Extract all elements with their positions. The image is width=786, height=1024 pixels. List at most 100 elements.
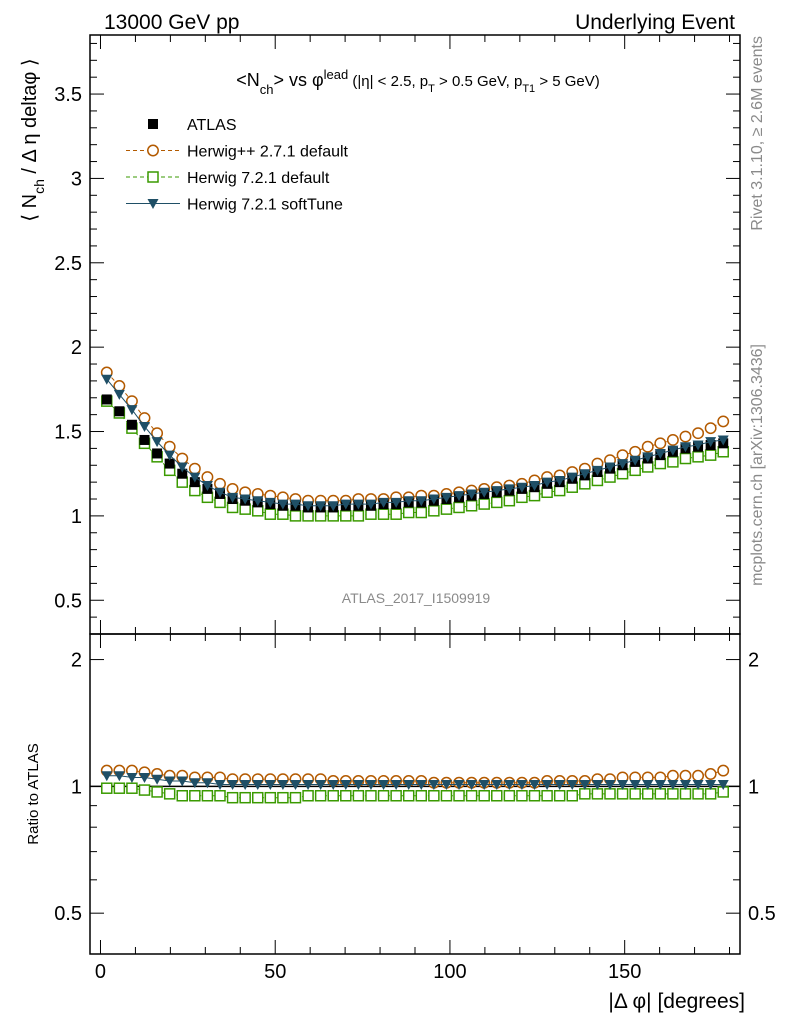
data-point	[147, 199, 159, 209]
data-point	[453, 501, 465, 514]
data-point	[579, 469, 591, 480]
data-point	[641, 788, 654, 800]
data-point	[101, 394, 112, 405]
x-tick-label: 0	[95, 961, 106, 983]
ratio-series-layer	[100, 764, 730, 804]
data-point	[679, 769, 692, 782]
legend-entry: Herwig 7.2.1 softTune	[126, 197, 343, 214]
chart-title: <Nch> vs φlead (|η| < 2.5, pT > 0.5 GeV,…	[236, 67, 600, 97]
data-point	[529, 481, 541, 492]
y-tick-label: 0.5	[54, 903, 82, 925]
data-point	[340, 510, 352, 522]
data-point	[302, 501, 314, 512]
y-tick-label-right: 0.5	[748, 903, 776, 925]
data-point	[415, 780, 427, 791]
data-point	[503, 790, 516, 802]
data-point	[591, 465, 603, 476]
ratio-y-tick-labels: 0.5 0.5 1 1 2 2	[54, 650, 776, 926]
data-point	[453, 790, 465, 802]
data-point	[151, 774, 163, 785]
data-point	[466, 780, 478, 791]
data-point	[440, 503, 453, 515]
data-point	[616, 449, 629, 462]
data-point	[214, 790, 226, 802]
data-point	[642, 780, 654, 791]
data-point	[252, 780, 264, 791]
data-point	[365, 790, 377, 802]
y-tick-label-right: 2	[748, 650, 759, 672]
data-point	[616, 788, 629, 800]
x-tick-labels: 0 50 100 150	[95, 961, 641, 983]
data-point	[302, 780, 314, 791]
data-point	[101, 374, 113, 385]
data-point	[126, 405, 138, 416]
data-point	[491, 486, 503, 497]
data-point	[289, 510, 302, 522]
data-point	[579, 788, 591, 800]
ratio-y-axis-label: Ratio to ATLAS	[25, 743, 42, 844]
legend-label: Herwig++ 2.7.1 default	[187, 144, 349, 161]
data-point	[352, 780, 364, 791]
data-point	[147, 171, 159, 183]
data-point	[692, 788, 704, 800]
watermark: ATLAS_2017_I1509919	[342, 590, 491, 606]
data-point	[465, 790, 478, 802]
data-point	[654, 780, 666, 791]
data-point	[147, 144, 159, 157]
data-point	[604, 788, 616, 800]
data-point	[101, 782, 113, 794]
data-point	[378, 497, 390, 508]
data-point	[617, 780, 629, 791]
data-point	[641, 440, 654, 453]
data-point	[114, 406, 125, 417]
data-point	[629, 455, 641, 466]
data-point	[126, 772, 138, 783]
data-point	[516, 482, 528, 493]
data-point	[553, 790, 566, 802]
data-point	[163, 788, 176, 800]
data-point	[138, 784, 151, 796]
y-tick-label: 1	[71, 776, 82, 798]
x-axis-label: |Δ φ| [degrees]	[608, 990, 745, 1013]
data-point	[226, 791, 239, 804]
data-point	[214, 477, 226, 490]
data-point	[327, 501, 339, 512]
data-point	[617, 459, 629, 470]
ratio-ticks	[90, 634, 740, 954]
data-point	[667, 780, 679, 791]
data-point	[704, 422, 717, 435]
data-point	[139, 772, 151, 783]
data-point	[704, 768, 717, 780]
data-point	[390, 780, 402, 791]
data-point	[629, 445, 642, 458]
data-point	[692, 427, 705, 440]
data-point	[566, 780, 578, 791]
header-left: 13000 GeV pp	[104, 11, 239, 34]
data-point	[440, 790, 453, 802]
data-point	[101, 771, 113, 782]
data-point	[478, 780, 490, 791]
data-point	[239, 494, 251, 505]
data-point	[591, 780, 603, 791]
data-point	[579, 780, 591, 791]
data-point	[541, 477, 553, 488]
data-point	[176, 790, 189, 802]
data-point	[629, 780, 641, 791]
data-point	[402, 506, 415, 519]
data-point	[340, 499, 352, 510]
data-point	[239, 780, 251, 791]
data-point	[139, 421, 151, 432]
y-tick-label: 2	[71, 650, 82, 672]
data-point	[554, 475, 566, 486]
data-point	[151, 786, 163, 798]
data-point	[340, 780, 352, 791]
data-point	[667, 445, 679, 456]
data-point	[403, 780, 415, 791]
legend-label: Herwig 7.2.1 default	[187, 170, 330, 187]
data-point	[264, 791, 277, 804]
data-point	[667, 788, 679, 800]
data-point	[717, 415, 730, 428]
data-point	[529, 780, 541, 791]
data-point	[642, 452, 654, 463]
data-point	[566, 790, 579, 802]
